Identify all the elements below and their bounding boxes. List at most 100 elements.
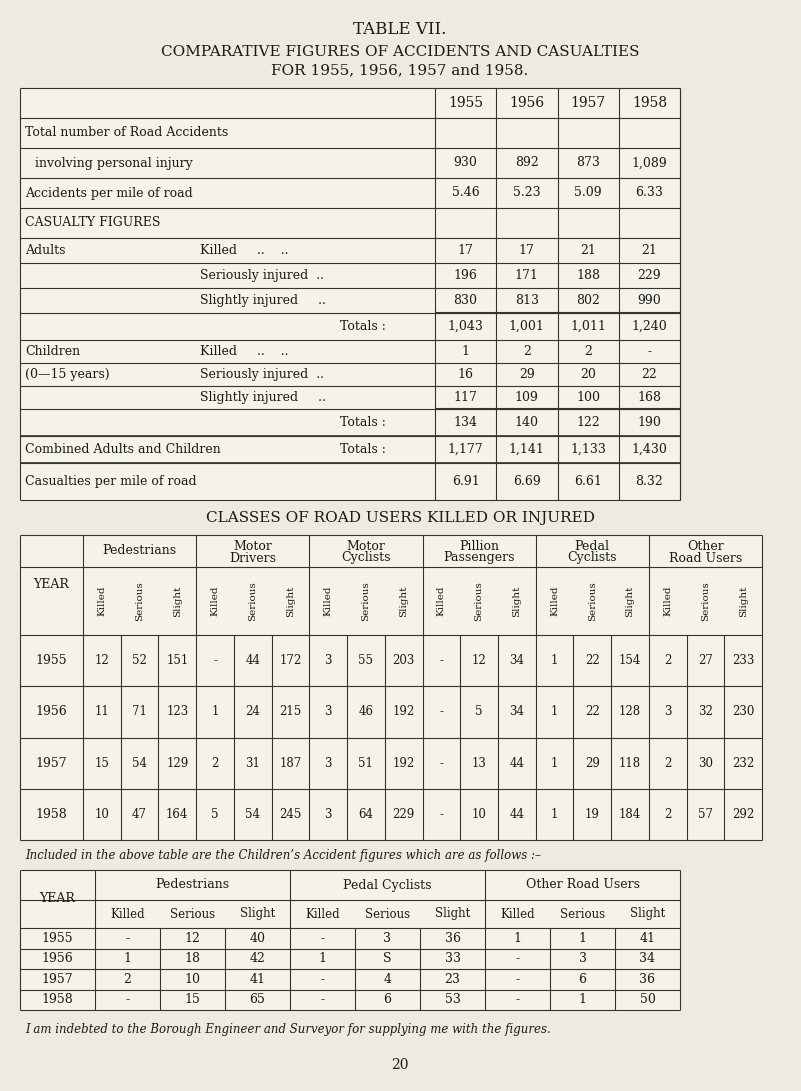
Text: 1958: 1958 bbox=[632, 96, 667, 110]
Text: 12: 12 bbox=[95, 655, 109, 667]
Text: 46: 46 bbox=[358, 706, 373, 718]
Text: 29: 29 bbox=[519, 368, 535, 381]
Text: 64: 64 bbox=[358, 807, 373, 820]
Text: 188: 188 bbox=[576, 269, 600, 281]
Text: 196: 196 bbox=[453, 269, 477, 281]
Text: 802: 802 bbox=[576, 293, 600, 307]
Text: 1,133: 1,133 bbox=[570, 443, 606, 456]
Text: 29: 29 bbox=[585, 757, 600, 769]
Text: 5: 5 bbox=[475, 706, 483, 718]
Text: 6.69: 6.69 bbox=[513, 475, 541, 488]
Text: Accidents per mile of road: Accidents per mile of road bbox=[25, 187, 193, 200]
Text: 100: 100 bbox=[576, 391, 600, 404]
Text: 164: 164 bbox=[166, 807, 188, 820]
Text: 32: 32 bbox=[698, 706, 713, 718]
Text: 44: 44 bbox=[245, 655, 260, 667]
Text: 128: 128 bbox=[619, 706, 641, 718]
Text: Seriously injured  ..: Seriously injured .. bbox=[200, 269, 324, 281]
Text: 17: 17 bbox=[519, 244, 535, 257]
Text: 22: 22 bbox=[585, 706, 600, 718]
Text: YEAR: YEAR bbox=[34, 578, 70, 591]
Text: 930: 930 bbox=[453, 156, 477, 169]
Text: Road Users: Road Users bbox=[669, 551, 742, 564]
Text: CASUALTY FIGURES: CASUALTY FIGURES bbox=[25, 216, 160, 229]
Text: 1956: 1956 bbox=[35, 706, 67, 718]
Text: 171: 171 bbox=[515, 269, 539, 281]
Text: 42: 42 bbox=[250, 952, 265, 966]
Text: 6.33: 6.33 bbox=[635, 187, 663, 200]
Text: Killed: Killed bbox=[211, 586, 219, 616]
Text: 184: 184 bbox=[619, 807, 641, 820]
Text: 65: 65 bbox=[250, 993, 265, 1006]
Text: Slightly injured     ..: Slightly injured .. bbox=[200, 391, 326, 404]
Text: Serious: Serious bbox=[560, 908, 605, 921]
Text: 892: 892 bbox=[515, 156, 539, 169]
Text: Killed: Killed bbox=[663, 586, 672, 616]
Text: Killed: Killed bbox=[305, 908, 340, 921]
Text: YEAR: YEAR bbox=[39, 892, 75, 906]
Text: Killed: Killed bbox=[500, 908, 535, 921]
Text: 292: 292 bbox=[732, 807, 755, 820]
Text: -: - bbox=[515, 952, 520, 966]
Text: 873: 873 bbox=[576, 156, 600, 169]
Text: Serious: Serious bbox=[588, 582, 597, 621]
Text: 1,011: 1,011 bbox=[570, 320, 606, 333]
Text: 54: 54 bbox=[245, 807, 260, 820]
Text: -: - bbox=[126, 932, 130, 945]
Text: 1,141: 1,141 bbox=[509, 443, 545, 456]
Text: Killed     ..    ..: Killed .. .. bbox=[200, 244, 288, 257]
Text: Adults: Adults bbox=[25, 244, 66, 257]
Text: 1,240: 1,240 bbox=[631, 320, 667, 333]
Text: 17: 17 bbox=[457, 244, 473, 257]
Text: Serious: Serious bbox=[701, 582, 710, 621]
Text: Slight: Slight bbox=[239, 908, 275, 921]
Text: 1,043: 1,043 bbox=[448, 320, 484, 333]
Text: I am indebted to the Borough Engineer and Surveyor for supplying me with the fig: I am indebted to the Borough Engineer an… bbox=[25, 1023, 551, 1036]
Text: 140: 140 bbox=[515, 416, 539, 429]
Text: Serious: Serious bbox=[361, 582, 370, 621]
Text: 2: 2 bbox=[211, 757, 219, 769]
Text: Casualties per mile of road: Casualties per mile of road bbox=[25, 475, 196, 488]
Text: 2: 2 bbox=[664, 807, 671, 820]
Text: 44: 44 bbox=[509, 807, 525, 820]
Text: Motor: Motor bbox=[347, 540, 385, 552]
Text: -: - bbox=[515, 993, 520, 1006]
Text: 36: 36 bbox=[639, 973, 655, 986]
Text: 13: 13 bbox=[472, 757, 486, 769]
Text: 192: 192 bbox=[392, 706, 415, 718]
Text: 1: 1 bbox=[211, 706, 219, 718]
Text: Killed: Killed bbox=[437, 586, 446, 616]
Text: 10: 10 bbox=[472, 807, 486, 820]
Text: 172: 172 bbox=[280, 655, 302, 667]
Text: 2: 2 bbox=[664, 757, 671, 769]
Text: 4: 4 bbox=[384, 973, 392, 986]
Text: Killed: Killed bbox=[111, 908, 145, 921]
Text: 151: 151 bbox=[166, 655, 188, 667]
Text: 1955: 1955 bbox=[36, 655, 67, 667]
Text: 71: 71 bbox=[132, 706, 147, 718]
Text: 30: 30 bbox=[698, 757, 713, 769]
Text: 50: 50 bbox=[639, 993, 655, 1006]
Text: 1: 1 bbox=[578, 932, 586, 945]
Text: involving personal injury: involving personal injury bbox=[35, 156, 193, 169]
Text: -: - bbox=[440, 655, 444, 667]
Text: 233: 233 bbox=[732, 655, 755, 667]
Text: Slight: Slight bbox=[513, 585, 521, 616]
Text: Total number of Road Accidents: Total number of Road Accidents bbox=[25, 127, 228, 140]
Text: 3: 3 bbox=[384, 932, 392, 945]
Text: 232: 232 bbox=[732, 757, 755, 769]
Text: 1,001: 1,001 bbox=[509, 320, 545, 333]
Text: Totals :: Totals : bbox=[340, 416, 386, 429]
Text: 34: 34 bbox=[639, 952, 655, 966]
Text: Pedal: Pedal bbox=[575, 540, 610, 552]
Text: 192: 192 bbox=[392, 757, 415, 769]
Text: 3: 3 bbox=[324, 757, 332, 769]
Text: 2: 2 bbox=[523, 345, 531, 358]
Text: Killed: Killed bbox=[98, 586, 107, 616]
Text: 6.61: 6.61 bbox=[574, 475, 602, 488]
Bar bbox=[20, 88, 680, 500]
Text: 3: 3 bbox=[664, 706, 671, 718]
Text: TABLE VII.: TABLE VII. bbox=[353, 22, 447, 38]
Text: 1,089: 1,089 bbox=[631, 156, 667, 169]
Text: CLASSES OF ROAD USERS KILLED OR INJURED: CLASSES OF ROAD USERS KILLED OR INJURED bbox=[206, 511, 594, 525]
